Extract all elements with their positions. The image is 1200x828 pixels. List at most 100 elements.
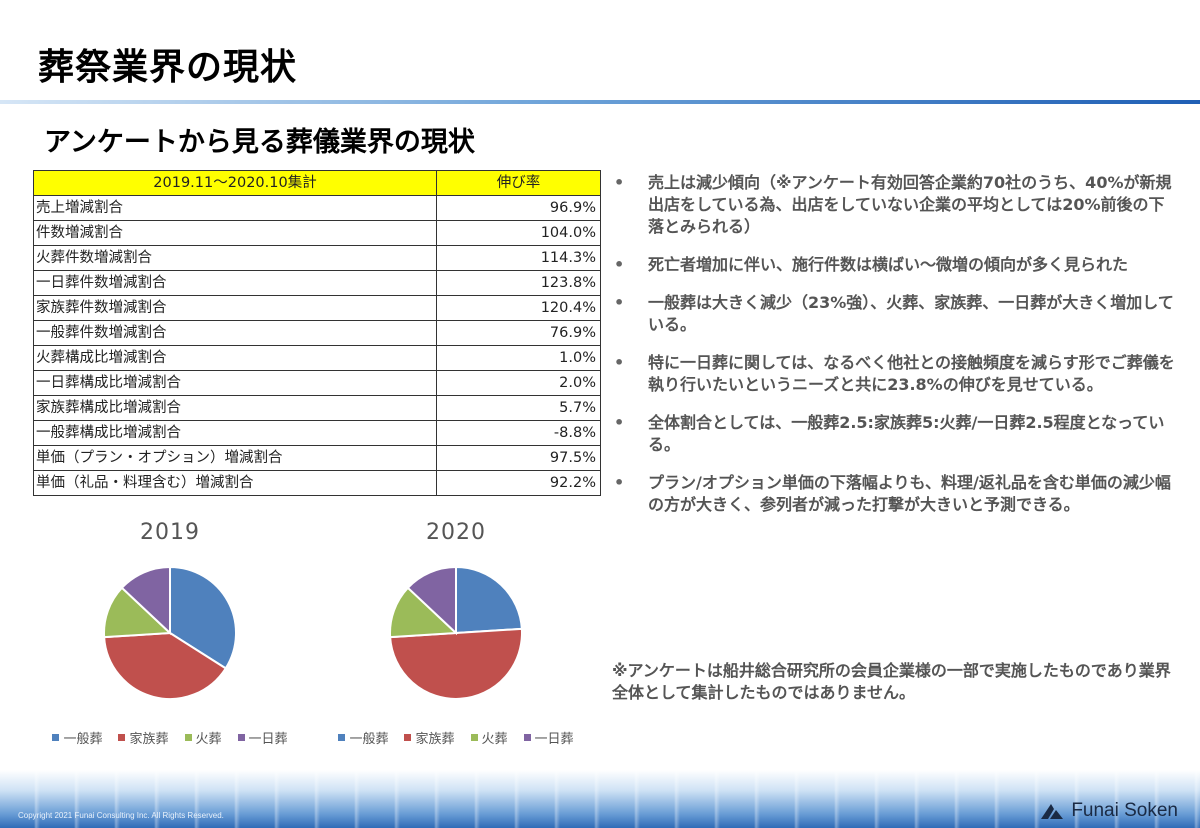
finding-item: • プラン/オプション単価の下落幅よりも、料理/返礼品を含む単価の減少幅の方が大き… — [608, 472, 1178, 516]
row-label: 一般葬件数増減割合 — [33, 320, 437, 346]
table-row: 売上増減割合 96.9% — [33, 195, 601, 221]
section-subtitle: アンケートから見る葬儀業界の現状 — [44, 127, 475, 158]
table-row: 件数増減割合 104.0% — [33, 220, 601, 246]
legend-label: 火葬 — [481, 732, 508, 747]
pie-slice-家族葬 — [389, 627, 523, 700]
pie-title: 2020 — [426, 520, 486, 545]
row-value: 123.8% — [436, 270, 601, 296]
findings-list: • 売上は減少傾向（※アンケート有効回答企業約70社のうち、40%が新規出店をして… — [608, 172, 1178, 532]
finding-text: プラン/オプション単価の下落幅よりも、料理/返礼品を含む単価の減少幅の方が大きく… — [648, 473, 1171, 514]
pie-slice-一日葬 — [120, 567, 171, 636]
pie-chart-2019: 2019 一般葬 家族葬 火葬 一日葬 — [25, 520, 315, 750]
legend-item: 火葬 — [470, 728, 508, 747]
legend-swatch — [470, 734, 478, 741]
row-label: 一般葬構成比増減割合 — [33, 420, 437, 446]
table-row: 一般葬件数増減割合 76.9% — [33, 320, 601, 346]
legend-swatch — [52, 734, 60, 741]
footer-decoration — [0, 770, 1200, 828]
legend-label: 火葬 — [195, 732, 222, 747]
bullet-marker: • — [614, 413, 625, 432]
row-value: 120.4% — [436, 295, 601, 321]
row-value: 92.2% — [436, 470, 601, 496]
finding-item: • 一般葬は大きく減少（23%強）、火葬、家族葬、一日葬が大きく増加している。 — [608, 292, 1178, 336]
legend-swatch — [404, 734, 412, 741]
row-value: 114.3% — [436, 245, 601, 271]
table-row: 家族葬件数増減割合 120.4% — [33, 295, 601, 321]
finding-text: 売上は減少傾向（※アンケート有効回答企業約70社のうち、40%が新規出店をしてい… — [648, 173, 1172, 236]
pie-legend: 一般葬 家族葬 火葬 一日葬 — [311, 728, 601, 747]
legend-swatch — [523, 734, 531, 741]
row-value: 97.5% — [436, 445, 601, 471]
legend-item: 家族葬 — [404, 728, 455, 747]
bullet-marker: • — [614, 173, 625, 192]
table-row: 火葬構成比増減割合 1.0% — [33, 345, 601, 371]
legend-item: 一般葬 — [338, 728, 388, 747]
row-label: 一日葬件数増減割合 — [33, 270, 437, 296]
legend-swatch — [118, 734, 126, 741]
brand-name: Funai Soken — [1071, 800, 1178, 821]
row-label: 売上増減割合 — [33, 195, 437, 221]
pie-slice-家族葬 — [103, 631, 228, 701]
legend-label: 家族葬 — [129, 732, 169, 747]
title-divider — [0, 100, 1200, 104]
pie-slice-一般葬 — [455, 567, 523, 635]
legend-item: 火葬 — [184, 728, 222, 747]
legend-item: 家族葬 — [118, 728, 169, 747]
copyright-text: Copyright 2021 Funai Consulting Inc. All… — [18, 811, 224, 820]
finding-item: • 売上は減少傾向（※アンケート有効回答企業約70社のうち、40%が新規出店をして… — [608, 172, 1178, 238]
row-value: 104.0% — [436, 220, 601, 246]
table-header-row: 2019.11～2020.10集計 伸び率 — [33, 170, 601, 196]
page-title: 葬祭業界の現状 — [38, 47, 298, 88]
brand-logo: Funai Soken — [1039, 800, 1178, 822]
pie-chart-2020: 2020 一般葬 家族葬 火葬 一日葬 — [311, 520, 601, 750]
row-value: 5.7% — [436, 395, 601, 421]
row-label: 火葬構成比増減割合 — [33, 345, 437, 371]
finding-text: 特に一日葬に関しては、なるべく他社との接触頻度を減らす形でご葬儀を執り行いたいと… — [648, 353, 1175, 394]
table-row: 一日葬構成比増減割合 2.0% — [33, 370, 601, 396]
row-label: 件数増減割合 — [33, 220, 437, 246]
finding-item: • 死亡者増加に伴い、施行件数は横ばい～微増の傾向が多く見られた — [608, 254, 1178, 276]
survey-note: ※アンケートは船井総合研究所の会員企業様の一部で実施したものであり業界全体として… — [612, 661, 1171, 702]
legend-label: 一般葬 — [349, 732, 389, 747]
pie-title: 2019 — [140, 520, 200, 545]
pie-legend: 一般葬 家族葬 火葬 一日葬 — [25, 728, 315, 747]
table-body: 売上増減割合 96.9% 件数増減割合 104.0% 火葬件数増減割合 114.3% 一日葬… — [33, 195, 601, 496]
legend-item: 一般葬 — [52, 728, 102, 747]
growth-rate-table: 2019.11～2020.10集計 伸び率 売上増減割合 96.9% 件数増減割合 1… — [33, 170, 601, 496]
row-label: 単価（礼品・料理含む）増減割合 — [33, 470, 437, 496]
row-value: 2.0% — [436, 370, 601, 396]
table-row: 単価（礼品・料理含む）増減割合 92.2% — [33, 470, 601, 496]
pie-slice-一日葬 — [406, 567, 457, 636]
row-label: 単価（プラン・オプション）増減割合 — [33, 445, 437, 471]
header-period: 2019.11～2020.10集計 — [33, 170, 437, 196]
table-row: 家族葬構成比増減割合 5.7% — [33, 395, 601, 421]
table-row: 火葬件数増減割合 114.3% — [33, 245, 601, 271]
bullet-marker: • — [614, 255, 625, 274]
legend-label: 家族葬 — [415, 732, 455, 747]
legend-item: 一日葬 — [237, 728, 288, 747]
row-label: 火葬件数増減割合 — [33, 245, 437, 271]
table-row: 一日葬件数増減割合 123.8% — [33, 270, 601, 296]
pie-svg — [103, 567, 237, 701]
row-label: 家族葬件数増減割合 — [33, 295, 437, 321]
bullet-marker: • — [614, 353, 625, 372]
row-value: 96.9% — [436, 195, 601, 221]
finding-item: • 特に一日葬に関しては、なるべく他社との接触頻度を減らす形でご葬儀を執り行いたい… — [608, 352, 1178, 396]
legend-label: 一日葬 — [248, 732, 288, 747]
finding-item: • 全体割合としては、一般葬2.5:家族葬5:火葬/一日葬2.5程度となっている。 — [608, 412, 1178, 456]
legend-swatch — [338, 734, 346, 741]
table-row: 単価（プラン・オプション）増減割合 97.5% — [33, 445, 601, 471]
row-label: 家族葬構成比増減割合 — [33, 395, 437, 421]
bullet-marker: • — [614, 473, 625, 492]
bullet-marker: • — [614, 293, 625, 312]
footer-band — [0, 770, 1200, 828]
row-value: 76.9% — [436, 320, 601, 346]
legend-label: 一日葬 — [534, 732, 574, 747]
legend-item: 一日葬 — [523, 728, 574, 747]
pie-svg — [389, 567, 523, 700]
row-value: -8.8% — [436, 420, 601, 446]
row-value: 1.0% — [436, 345, 601, 371]
table-row: 一般葬構成比増減割合 -8.8% — [33, 420, 601, 446]
row-label: 一日葬構成比増減割合 — [33, 370, 437, 396]
finding-text: 死亡者増加に伴い、施行件数は横ばい～微増の傾向が多く見られた — [648, 255, 1129, 274]
